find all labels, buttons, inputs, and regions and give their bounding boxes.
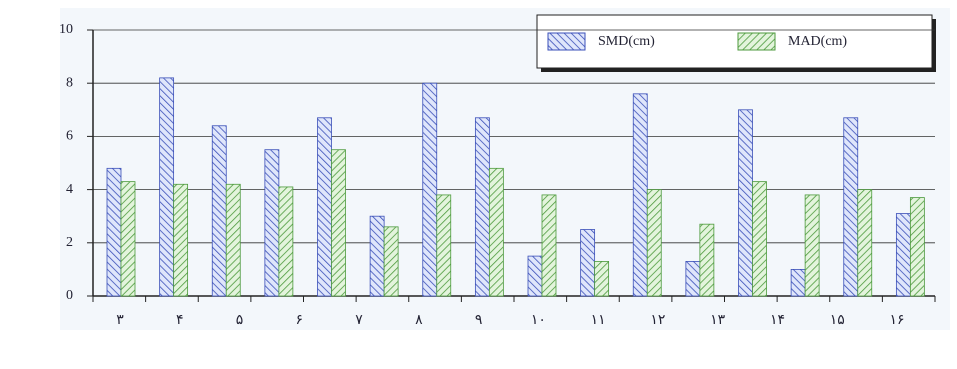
y-tick-label: 0 xyxy=(66,288,73,303)
legend-swatch xyxy=(737,32,776,51)
legend: SMD(cm) MAD(cm) xyxy=(536,14,936,72)
y-tick-label: 6 xyxy=(66,129,73,144)
bar xyxy=(738,109,753,297)
y-tick-label: 4 xyxy=(66,182,73,197)
bar xyxy=(369,215,385,297)
bar xyxy=(106,167,122,297)
bar xyxy=(211,125,227,297)
legend-label: MAD(cm) xyxy=(788,34,847,49)
y-tick-label: 8 xyxy=(66,75,73,90)
x-tick-label: ۹ xyxy=(475,313,483,328)
x-tick-label: ۷ xyxy=(355,313,363,328)
bar xyxy=(843,117,859,297)
legend-box xyxy=(536,14,933,69)
bar xyxy=(436,194,452,297)
bar xyxy=(422,82,438,297)
x-tick-label: ۵ xyxy=(236,313,244,328)
bar xyxy=(488,167,504,297)
bar xyxy=(120,181,136,297)
bar xyxy=(895,213,911,297)
bar xyxy=(594,261,610,297)
bar xyxy=(159,77,175,297)
x-tick-label: ۶ xyxy=(296,313,304,328)
bar xyxy=(804,194,820,297)
legend-swatch xyxy=(547,32,586,51)
bar xyxy=(383,226,399,297)
x-tick-label: ۸ xyxy=(415,313,423,328)
x-tick-label: ۱۲ xyxy=(650,313,665,328)
bar xyxy=(909,197,925,297)
bar xyxy=(541,194,557,297)
bar xyxy=(580,229,596,297)
x-tick-label: ۴ xyxy=(176,313,184,328)
x-tick-label: ۱۱ xyxy=(591,313,606,328)
bar xyxy=(317,117,332,297)
x-tick-label: ۳ xyxy=(116,313,124,328)
bar xyxy=(752,181,767,297)
bar xyxy=(331,149,346,297)
x-tick-label: ۱۳ xyxy=(710,313,726,328)
x-tick-label: ۱۵ xyxy=(830,313,845,328)
bar xyxy=(225,183,241,297)
bar xyxy=(632,93,648,297)
bar xyxy=(857,189,873,297)
bar xyxy=(278,186,294,297)
bar xyxy=(264,149,280,297)
bar xyxy=(699,223,715,297)
bar xyxy=(685,261,701,297)
bar xyxy=(474,117,490,297)
y-tick-label: 10 xyxy=(59,22,73,37)
y-tick-label: 2 xyxy=(66,235,73,250)
bar xyxy=(790,268,806,297)
bar xyxy=(527,255,543,297)
x-tick-label: ۱۰ xyxy=(531,313,546,328)
bar xyxy=(173,183,189,297)
bar xyxy=(646,189,662,297)
legend-label: SMD(cm) xyxy=(598,34,655,49)
x-tick-label: ۱۴ xyxy=(770,313,785,328)
x-tick-label: ۱۶ xyxy=(889,313,904,328)
